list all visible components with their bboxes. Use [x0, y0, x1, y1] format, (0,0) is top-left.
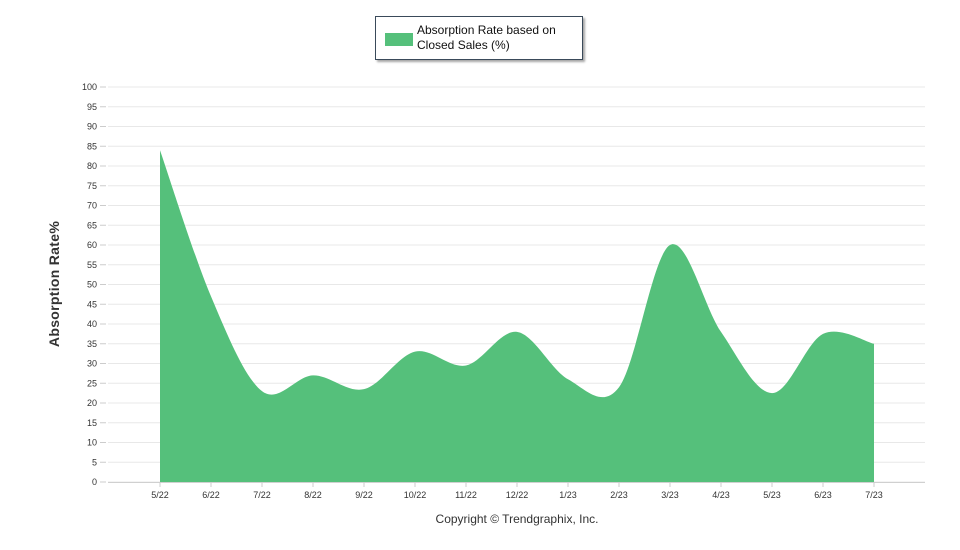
- y-axis-label: Absorption Rate%: [46, 220, 62, 348]
- y-axis-ticks: 0 5 10 15 20 25 30 35 40 45 50 55 60 65 70 75 80 85 90 95 10…: [82, 82, 106, 487]
- y-tick-label: 0: [92, 477, 97, 487]
- y-tick-label: 20: [87, 398, 97, 408]
- y-tick-label: 100: [82, 82, 97, 92]
- y-tick-label: 80: [87, 161, 97, 171]
- y-tick-label: 35: [87, 339, 97, 349]
- x-tick-label: 1/23: [559, 490, 577, 500]
- x-tick-label: 7/22: [253, 490, 271, 500]
- y-tick-label: 50: [87, 280, 97, 290]
- y-tick-label: 65: [87, 220, 97, 230]
- x-tick-label: 5/23: [763, 490, 781, 500]
- series-area: [160, 150, 874, 482]
- x-tick-label: 12/22: [506, 490, 529, 500]
- legend: Absorption Rate based on Closed Sales (%…: [375, 16, 583, 60]
- x-axis-ticks: 5/22 6/22 7/22 8/22 9/22 10/22 11/22 12/22 1/23 2…: [151, 482, 883, 500]
- copyright-text: Copyright © Trendgraphix, Inc.: [435, 512, 599, 526]
- legend-swatch: [385, 33, 413, 46]
- y-tick-label: 60: [87, 240, 97, 250]
- y-tick-label: 30: [87, 359, 97, 369]
- y-tick-label: 40: [87, 319, 97, 329]
- y-tick-label: 90: [87, 122, 97, 132]
- x-tick-label: 5/22: [151, 490, 169, 500]
- y-tick-label: 10: [87, 438, 97, 448]
- x-tick-label: 8/22: [304, 490, 322, 500]
- y-tick-label: 15: [87, 418, 97, 428]
- x-tick-label: 6/22: [202, 490, 220, 500]
- x-tick-label: 6/23: [814, 490, 832, 500]
- y-tick-label: 5: [92, 457, 97, 467]
- y-tick-label: 55: [87, 260, 97, 270]
- y-tick-label: 85: [87, 141, 97, 151]
- y-tick-label: 75: [87, 181, 97, 191]
- x-tick-label: 3/23: [661, 490, 679, 500]
- x-tick-label: 4/23: [712, 490, 730, 500]
- x-tick-label: 7/23: [865, 490, 883, 500]
- legend-label: Absorption Rate based on Closed Sales (%…: [417, 23, 556, 52]
- y-tick-label: 70: [87, 201, 97, 211]
- y-tick-label: 45: [87, 299, 97, 309]
- x-tick-label: 11/22: [455, 490, 477, 500]
- x-tick-label: 2/23: [610, 490, 628, 500]
- y-tick-label: 25: [87, 378, 97, 388]
- y-tick-label: 95: [87, 102, 97, 112]
- x-tick-label: 10/22: [404, 490, 427, 500]
- x-tick-label: 9/22: [355, 490, 373, 500]
